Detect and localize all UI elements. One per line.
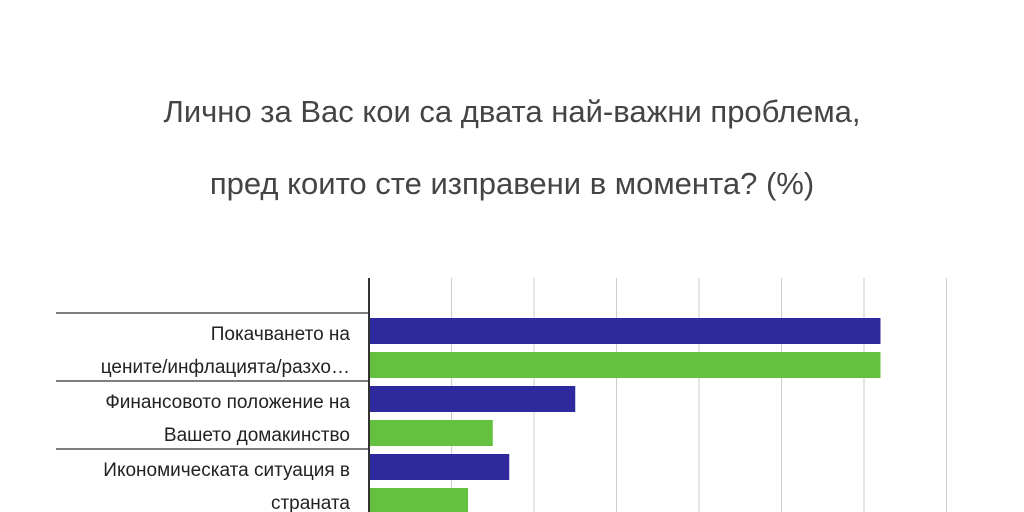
- category-label-3-line-2: страната: [271, 493, 350, 512]
- bar-series1-category-1: [370, 318, 881, 344]
- category-label-3-line-1: Икономическата ситуация в: [103, 460, 350, 481]
- category-separators: [56, 312, 369, 450]
- chart-title-line-1: Лично за Вас кои са двата най-важни проб…: [163, 94, 861, 129]
- chart-title-line-2: пред които сте изправени в момента? (%): [209, 166, 815, 201]
- bar-series2-category-1: [370, 352, 881, 378]
- category-label-1-line-1: Покачването на: [211, 324, 351, 345]
- bars: [370, 318, 881, 512]
- gridlines: [451, 278, 947, 512]
- bar-series2-category-2: [370, 420, 493, 446]
- category-label-2-line-1: Финансовото положение на: [105, 392, 350, 413]
- bar-series1-category-2: [370, 386, 576, 412]
- category-label-2-line-2: Вашето домакинство: [164, 425, 350, 446]
- chart-title: Лично за Вас кои са двата най-важни проб…: [0, 76, 1024, 220]
- bar-series2-category-3: [370, 488, 468, 512]
- bar-series1-category-3: [370, 454, 510, 480]
- category-label-1-line-2: цените/инфлацията/разхо…: [101, 357, 350, 378]
- category-labels: Покачването на цените/инфлацията/разхо… Фи…: [101, 324, 351, 512]
